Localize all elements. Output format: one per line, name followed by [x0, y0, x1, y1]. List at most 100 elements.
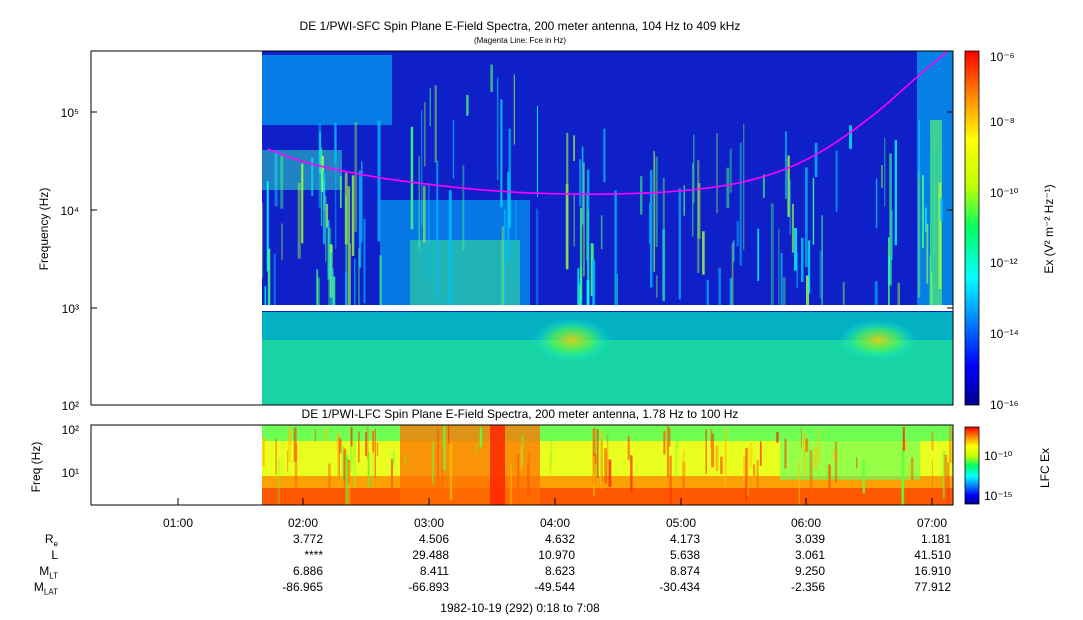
ephem-value: 3.039 [794, 532, 825, 546]
sfc-streak [683, 185, 685, 216]
lfc-streak [520, 445, 523, 469]
sfc-streak [726, 167, 730, 209]
sfc-streak [586, 169, 590, 304]
lfc-streak [856, 457, 858, 469]
sfc-emission-blob-1 [532, 318, 612, 362]
lfc-streak [807, 444, 811, 479]
sfc-streak [662, 229, 665, 301]
lfc-streak [901, 451, 905, 505]
sfc-streak [566, 132, 569, 270]
sfc-streak [429, 88, 431, 127]
sfc-streak [321, 155, 324, 192]
sfc-streak [934, 134, 936, 254]
lfc-streak [630, 455, 633, 492]
lfc-streak [944, 454, 948, 500]
sfc-streak [655, 156, 658, 247]
sfc-streak [377, 120, 381, 242]
sfc-streak [806, 275, 809, 305]
lfc-streak [324, 428, 328, 440]
lfc-streak [682, 461, 686, 505]
sfc-streak [434, 85, 437, 163]
sfc-streak [791, 203, 794, 253]
sfc-streak [922, 175, 924, 248]
sfc-streak [931, 271, 933, 305]
lfc-streak [948, 426, 952, 463]
sfc-ytick-1e2: 10² [62, 399, 79, 413]
lfc-streak [475, 443, 478, 455]
sfc-streak [573, 135, 575, 161]
lfc-streak [749, 442, 753, 469]
sfc-cbar-tick-5: 10⁻¹⁶ [990, 398, 1019, 412]
sfc-streak [424, 101, 426, 167]
sfc-streak [262, 202, 264, 278]
ephem-value: -66.893 [408, 580, 449, 594]
sfc-streak [678, 188, 681, 300]
lfc-streak [595, 425, 597, 477]
sfc-streak [693, 134, 695, 204]
sfc-streak [379, 255, 382, 305]
sfc-emission-blob-2 [838, 320, 918, 360]
lfc-streak [338, 437, 340, 478]
sfc-streak [332, 276, 336, 305]
sfc-streak [917, 171, 921, 298]
sfc-streak [935, 150, 937, 186]
sfc-streak [603, 128, 606, 183]
time-caption: 1982-10-19 (292) 0:18 to 7:08 [440, 601, 600, 615]
sfc-upper-hiss [262, 55, 392, 125]
lfc-streak [902, 427, 905, 452]
sfc-streak [782, 277, 786, 305]
time-ticks [177, 498, 933, 505]
sfc-cbar-tick-2: 10⁻¹⁰ [990, 186, 1019, 200]
lfc-streak [372, 449, 374, 487]
sfc-streak [462, 165, 465, 251]
sfc-streak [577, 268, 580, 305]
fce-line [267, 51, 948, 196]
lfc-streak [668, 427, 671, 447]
sfc-streaks [262, 64, 943, 305]
lfc-streak [604, 448, 607, 484]
lfc-streak [705, 429, 707, 474]
sfc-streak [926, 223, 929, 284]
sfc-streak [579, 159, 582, 207]
sfc-streak [508, 128, 512, 228]
lfc-streak [599, 436, 601, 481]
lfc-streak [372, 431, 374, 453]
sfc-streak [327, 220, 330, 280]
sfc-streak [422, 185, 426, 243]
sfc-streak [536, 208, 539, 305]
sfc-low-band [262, 312, 953, 405]
sfc-streak [427, 182, 430, 279]
lfc-streak [753, 464, 756, 476]
lfc-streak [328, 463, 331, 503]
lfc-streak [834, 441, 838, 483]
sfc-streak [881, 165, 883, 188]
lfc-streak [350, 427, 353, 447]
time-tick-1: 02:00 [288, 516, 318, 530]
sfc-streak [697, 160, 700, 274]
lfc-streak [600, 430, 603, 455]
ephem-value: -30.434 [659, 580, 700, 594]
ephem-value: -86.965 [282, 580, 323, 594]
sfc-streak [326, 204, 329, 228]
lfc-streak [448, 425, 450, 444]
sfc-streak [581, 146, 584, 225]
lfc-streak [608, 459, 612, 487]
sfc-streak [706, 279, 709, 305]
lfc-frame [90, 424, 954, 506]
sfc-streak [592, 259, 596, 305]
sfc-streak [616, 273, 618, 305]
sfc-streak [731, 242, 734, 305]
sfc-streak [452, 120, 455, 179]
sfc-cbar-tick-3: 10⁻¹² [990, 256, 1018, 270]
sfc-streak [274, 151, 278, 207]
lfc-streak [710, 428, 713, 448]
sfc-streak [884, 137, 886, 207]
ephem-label-mlt: MLT [39, 564, 58, 581]
sfc-colorbar [964, 50, 980, 406]
lfc-streaks [262, 425, 953, 505]
lfc-streak [374, 428, 376, 478]
lfc-streak [605, 451, 608, 485]
lfc-streak [776, 431, 779, 443]
sfc-cbar-tick-4: 10⁻¹⁴ [990, 327, 1019, 341]
lfc-streak [528, 452, 530, 495]
